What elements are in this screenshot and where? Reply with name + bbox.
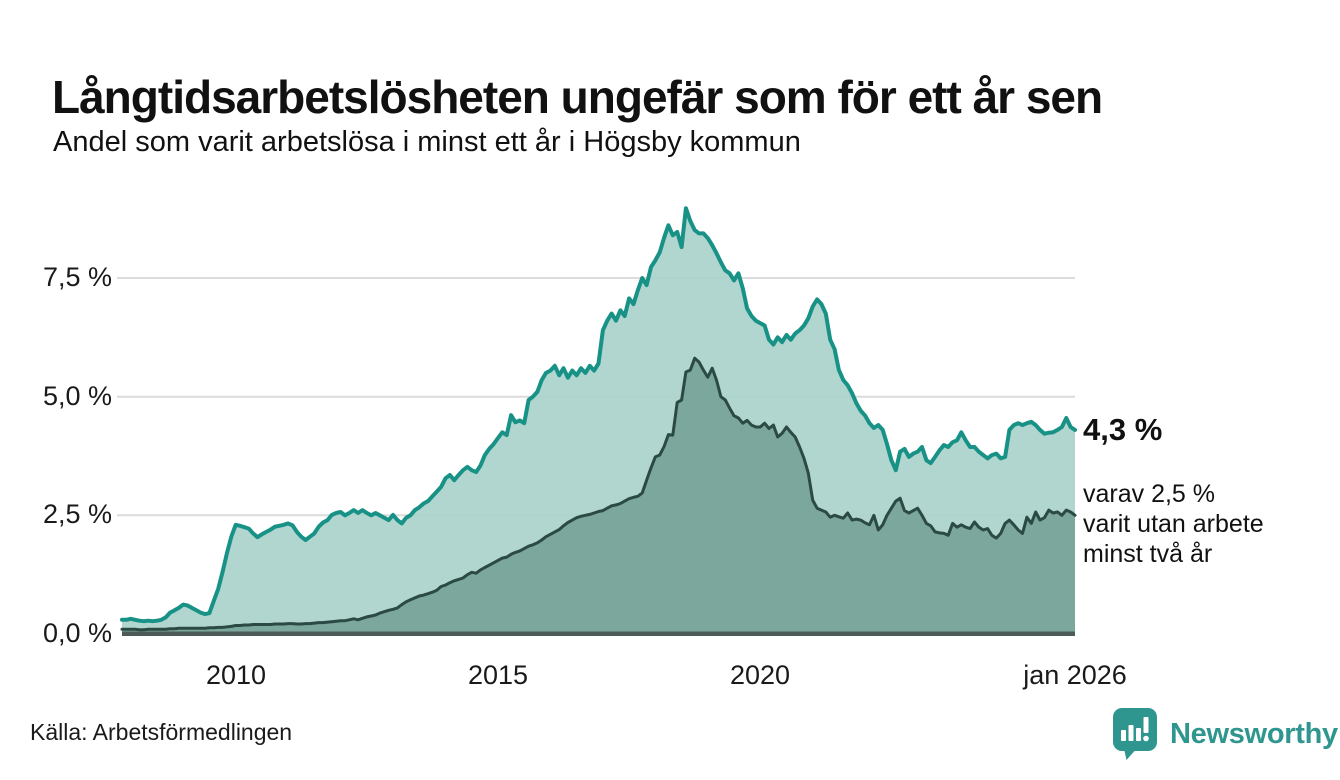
note-line-1: varav 2,5 % (1083, 480, 1216, 508)
x-tick-2010: 2010 (205, 660, 267, 690)
latest-value-label: 4,3 % (1083, 412, 1163, 447)
newsworthy-bubble-barchart-icon (1113, 708, 1157, 760)
y-tick-7-5: 7,5 % (42, 262, 112, 292)
page-title: Långtidsarbetslösheten ungefär som för e… (52, 70, 1103, 123)
line-unemployed-2yr (120, 356, 1077, 632)
x-tick-2020: 2020 (729, 660, 791, 690)
line-unemployed-1yr (120, 206, 1077, 624)
area-unemployed-2yr (122, 358, 1075, 634)
newsworthy-wordmark: Newsworthy (1170, 717, 1338, 750)
source-label: Källa: Arbetsförmedlingen (30, 719, 293, 745)
note-line-3: minst två år (1083, 540, 1213, 568)
note-line-2: varit utan arbete (1083, 510, 1264, 538)
x-axis-line (122, 631, 1075, 636)
y-tick-2-5: 2,5 % (42, 499, 112, 530)
page-subtitle: Andel som varit arbetslösa i minst ett å… (53, 126, 801, 158)
newsworthy-logo: Newsworthy (1112, 707, 1338, 761)
x-tick-jan-2026: jan 2026 (1023, 660, 1127, 690)
latest-value-note: varav 2,5 % varit utan arbete minst två … (1083, 479, 1264, 569)
x-tick-2015: 2015 (467, 660, 529, 690)
y-tick-0-0: 0,0 % (42, 618, 112, 648)
y-tick-5-0: 5,0 % (42, 380, 112, 411)
